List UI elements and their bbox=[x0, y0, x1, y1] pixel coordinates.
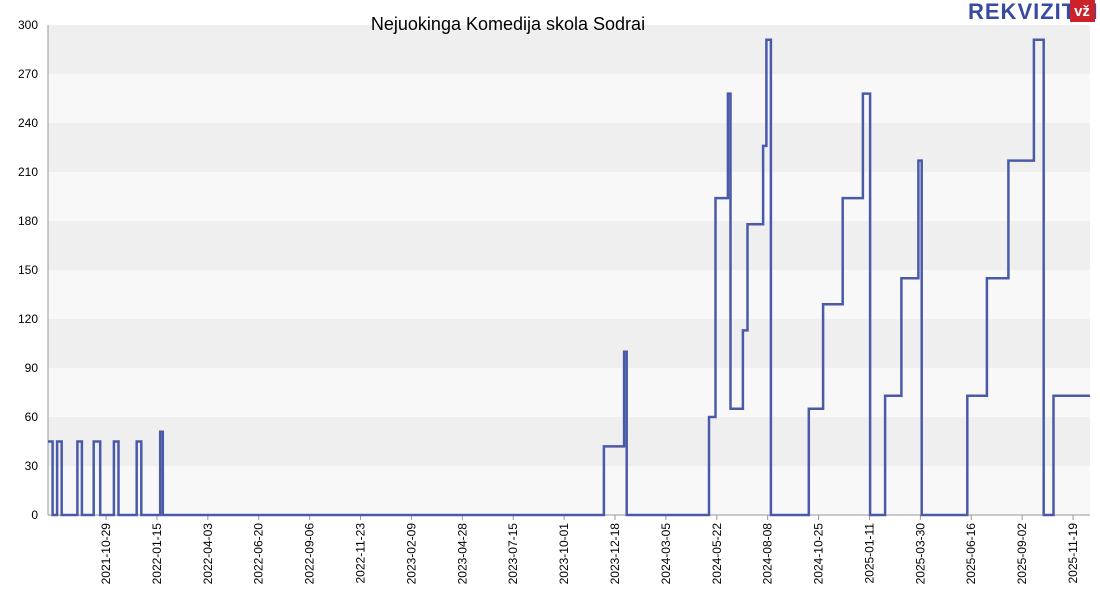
y-tick-label: 180 bbox=[18, 214, 38, 228]
grid-band bbox=[48, 319, 1090, 368]
grid-band bbox=[48, 25, 1090, 74]
y-tick-label: 120 bbox=[18, 312, 38, 326]
grid-band bbox=[48, 123, 1090, 172]
grid-bands bbox=[48, 25, 1090, 515]
grid-band bbox=[48, 74, 1090, 123]
y-tick-label: 30 bbox=[25, 459, 39, 473]
grid-band bbox=[48, 270, 1090, 319]
y-tick-label: 90 bbox=[25, 361, 39, 375]
y-tick-label: 270 bbox=[18, 67, 38, 81]
x-tick-label: 2022-11-23 bbox=[354, 523, 368, 584]
x-tick-label: 2022-09-06 bbox=[303, 523, 317, 585]
x-tick-label: 2023-12-18 bbox=[608, 523, 622, 585]
x-tick-label: 2025-11-19 bbox=[1066, 523, 1080, 584]
x-tick-label: 2023-10-01 bbox=[557, 523, 571, 585]
grid-band bbox=[48, 221, 1090, 270]
y-tick-label: 0 bbox=[31, 508, 38, 522]
x-tick-label: 2022-06-20 bbox=[252, 523, 266, 585]
logo-badge-text: vž bbox=[1074, 3, 1090, 20]
x-tick-label: 2025-01-11 bbox=[862, 523, 876, 584]
x-tick-label: 2025-06-16 bbox=[964, 523, 978, 585]
x-tick-label: 2023-02-09 bbox=[404, 523, 418, 585]
x-tick-label: 2024-05-22 bbox=[710, 523, 724, 585]
x-tick-label: 2024-10-25 bbox=[812, 523, 826, 585]
y-tick-label: 300 bbox=[18, 18, 38, 32]
series-lines bbox=[47, 38, 1091, 517]
series-line bbox=[48, 38, 1090, 517]
rekvizitai-logo[interactable]: REKVIZITAI vž bbox=[968, 0, 1099, 24]
grid-band bbox=[48, 466, 1090, 515]
y-axis: 0 30 60 90 120 150 180 210 240 270 300 bbox=[18, 18, 49, 522]
x-axis: 2021-10-29 2022-01-15 2022-04-03 2022-06-20… bbox=[48, 514, 1090, 585]
grid-band bbox=[48, 417, 1090, 466]
y-tick-label: 240 bbox=[18, 116, 38, 130]
chart-title: Nejuokinga Komedija skola Sodrai bbox=[371, 14, 645, 34]
x-tick-label: 2025-03-30 bbox=[913, 523, 927, 585]
logo-badge bbox=[1070, 0, 1095, 22]
x-tick-label: 2023-04-28 bbox=[455, 523, 469, 585]
y-tick-label: 150 bbox=[18, 263, 38, 277]
x-tick-label: 2022-04-03 bbox=[201, 523, 215, 585]
y-tick-label: 210 bbox=[18, 165, 38, 179]
x-tick-label: 2023-07-15 bbox=[506, 523, 520, 585]
y-tick-label: 60 bbox=[25, 410, 39, 424]
x-tick-label: 2024-03-05 bbox=[659, 523, 673, 585]
x-tick-label: 2024-08-08 bbox=[761, 523, 775, 585]
x-tick-label: 2025-09-02 bbox=[1015, 523, 1029, 585]
x-tick-label: 2021-10-29 bbox=[99, 523, 113, 585]
grid-band bbox=[48, 172, 1090, 221]
x-tick-label: 2022-01-15 bbox=[150, 523, 164, 585]
grid-band bbox=[48, 368, 1090, 417]
